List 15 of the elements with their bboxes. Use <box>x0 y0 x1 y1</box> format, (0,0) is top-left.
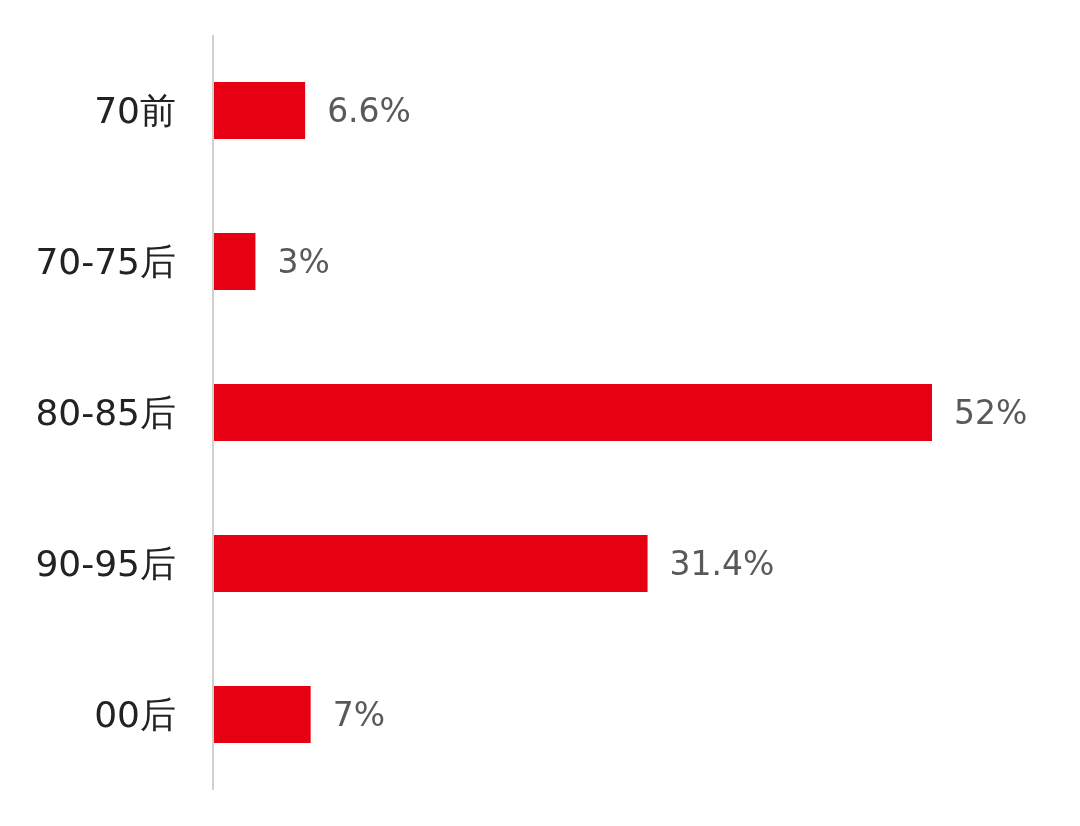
y-tick-label: 70-75后 <box>35 241 176 282</box>
y-tick-label: 00后 <box>94 694 176 735</box>
bar <box>214 233 256 290</box>
bar <box>214 384 932 441</box>
y-tick-label: 70前 <box>94 90 176 131</box>
data-label: 52% <box>954 393 1028 432</box>
data-label: 31.4% <box>669 544 775 583</box>
bar <box>214 535 648 592</box>
bar <box>214 686 311 743</box>
data-label: 3% <box>277 242 330 281</box>
data-label: 7% <box>332 695 386 734</box>
y-tick-label: 90-95后 <box>35 543 176 584</box>
y-tick-label: 80-85后 <box>35 392 176 433</box>
bar <box>214 82 306 139</box>
data-label: 6.6% <box>327 91 411 130</box>
